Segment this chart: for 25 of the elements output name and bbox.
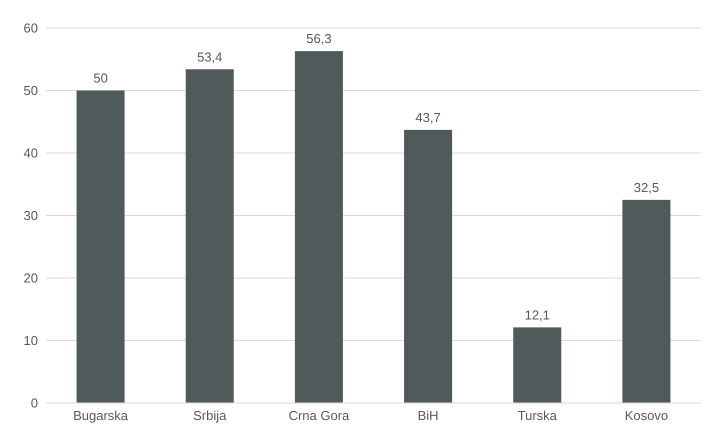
- y-tick-label: 40: [24, 146, 38, 161]
- bar: [513, 327, 562, 403]
- x-tick-label: Kosovo: [624, 408, 668, 424]
- data-label: 12,1: [524, 307, 550, 322]
- bar: [186, 69, 234, 403]
- x-tick-label: BiH: [418, 408, 439, 424]
- y-tick-label: 50: [24, 83, 38, 98]
- bar: [404, 130, 452, 403]
- y-tick-label: 20: [24, 270, 38, 286]
- data-label: 43,7: [415, 110, 441, 125]
- bar: [76, 90, 125, 403]
- bar: [294, 51, 343, 403]
- data-label: 50: [93, 70, 108, 86]
- y-tick-label: 10: [24, 333, 38, 348]
- bar: [622, 200, 670, 403]
- x-tick-label: Turska: [518, 408, 558, 424]
- data-label: 53,4: [197, 49, 222, 64]
- x-tick-label: Srbija: [193, 408, 228, 424]
- y-tick-label: 0: [30, 396, 38, 411]
- y-tick-label: 60: [24, 20, 38, 36]
- x-tick-label: Crna Gora: [288, 408, 350, 424]
- x-tick-label: Bugarska: [73, 408, 129, 424]
- y-tick-label: 30: [24, 208, 38, 224]
- data-label: 56,3: [306, 31, 332, 46]
- data-label: 32,5: [634, 180, 660, 195]
